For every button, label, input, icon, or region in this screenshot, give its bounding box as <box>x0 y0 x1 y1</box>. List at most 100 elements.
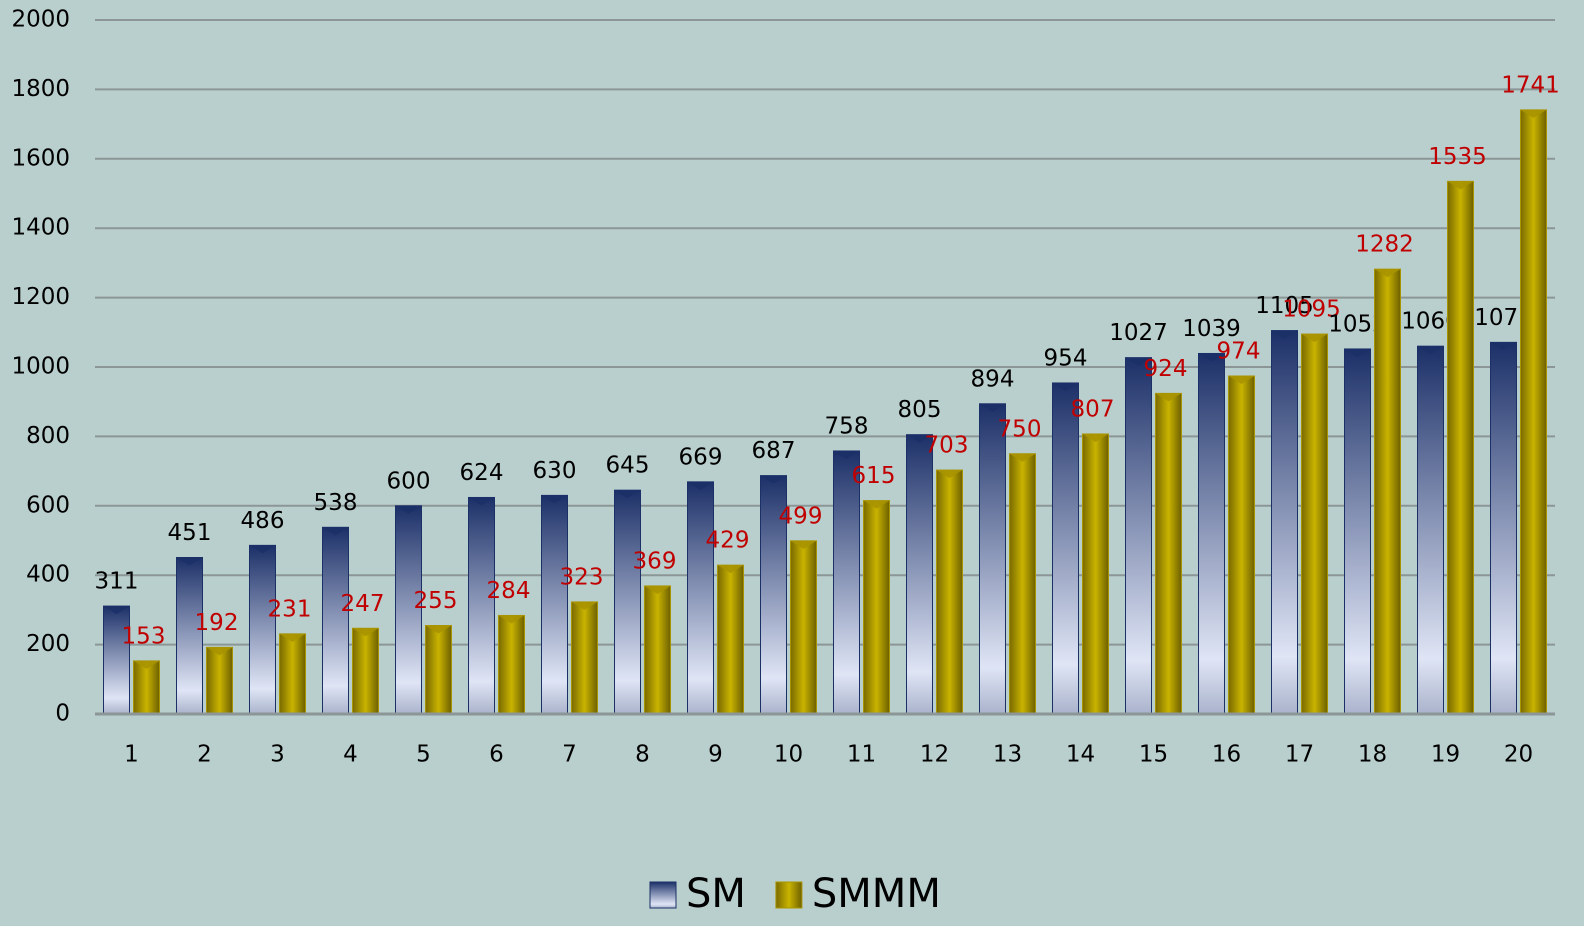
bar-cap <box>352 628 379 637</box>
data-label: 1027 <box>1109 320 1168 346</box>
bar <box>103 605 130 715</box>
bar-cap <box>863 500 890 509</box>
y-tick-label: 2000 <box>11 7 70 33</box>
x-tick-label: 9 <box>708 742 723 768</box>
data-label: 807 <box>1071 396 1115 422</box>
x-tick-label: 16 <box>1212 742 1241 768</box>
bar <box>468 496 495 715</box>
x-tick-label: 20 <box>1504 742 1533 768</box>
bar <box>206 646 233 715</box>
data-label: 624 <box>460 460 504 486</box>
data-label: 1282 <box>1355 232 1414 258</box>
bar <box>571 601 598 715</box>
x-tick-label: 5 <box>416 742 431 768</box>
bar <box>906 434 933 715</box>
data-label: 255 <box>414 588 458 614</box>
data-label: 924 <box>1144 356 1188 382</box>
data-label: 247 <box>341 591 385 617</box>
data-label: 758 <box>825 413 869 439</box>
data-label: 1095 <box>1282 297 1341 323</box>
y-tick-label: 600 <box>26 492 70 518</box>
data-label: 323 <box>560 564 604 590</box>
bar <box>279 633 306 715</box>
bar-cap <box>1155 393 1182 402</box>
data-label: 669 <box>679 444 723 470</box>
y-tick-label: 1200 <box>11 284 70 310</box>
x-tick-label: 6 <box>489 742 504 768</box>
data-label: 645 <box>606 453 650 479</box>
data-label: 1105 <box>1255 293 1314 319</box>
bar-cap <box>249 545 276 554</box>
bar-cap <box>206 647 233 656</box>
bar-cap <box>614 490 641 499</box>
bar <box>1520 109 1547 715</box>
y-tick-label: 200 <box>26 631 70 657</box>
bar <box>1374 268 1401 715</box>
bar-cap <box>644 585 671 594</box>
data-label: 1741 <box>1501 72 1560 98</box>
bar <box>717 564 744 715</box>
legend-swatch <box>775 881 803 909</box>
bar-cap <box>1417 346 1444 355</box>
data-label: 231 <box>268 596 312 622</box>
bar <box>1271 330 1298 715</box>
bar <box>1009 453 1036 715</box>
bar <box>936 469 963 715</box>
x-tick-label: 19 <box>1431 742 1460 768</box>
bar-cap <box>1052 382 1079 391</box>
bar <box>1155 392 1182 715</box>
data-label: 451 <box>168 520 212 546</box>
bar-cap <box>1344 348 1371 357</box>
bar <box>979 403 1006 715</box>
data-label: 954 <box>1044 345 1088 371</box>
bar-cap <box>1447 181 1474 190</box>
bar-cap <box>571 601 598 610</box>
bar <box>541 494 568 715</box>
data-label: 703 <box>925 433 969 459</box>
x-tick-label: 12 <box>920 742 949 768</box>
bar <box>1344 348 1371 715</box>
bar <box>1228 375 1255 715</box>
y-tick-label: 1600 <box>11 145 70 171</box>
y-tick-label: 0 <box>55 701 70 727</box>
data-label: 369 <box>633 548 677 574</box>
bar-cap <box>425 625 452 634</box>
bar-cap <box>717 565 744 574</box>
bar <box>395 505 422 715</box>
x-tick-label: 14 <box>1066 742 1095 768</box>
bar-cap <box>103 606 130 615</box>
x-tick-label: 11 <box>847 742 876 768</box>
bar-cap <box>1374 269 1401 278</box>
bar-cap <box>279 633 306 642</box>
bar <box>133 660 160 715</box>
data-label: 486 <box>241 508 285 534</box>
bar <box>687 481 714 715</box>
bar-cap <box>1125 357 1152 366</box>
bar-cap <box>395 505 422 514</box>
bar-cap <box>833 450 860 459</box>
bar-cap <box>687 481 714 490</box>
bar-cap <box>498 615 525 624</box>
bar-cap <box>760 475 787 484</box>
bar <box>1417 345 1444 715</box>
bar-cap <box>133 660 160 669</box>
data-label: 311 <box>95 569 139 595</box>
bar-cap <box>1301 334 1328 343</box>
bar-cap <box>906 434 933 443</box>
data-label: 805 <box>898 397 942 423</box>
y-tick-label: 400 <box>26 562 70 588</box>
data-label: 1039 <box>1182 316 1241 342</box>
bar-cap <box>1009 453 1036 462</box>
x-tick-label: 8 <box>635 742 650 768</box>
bar <box>614 489 641 715</box>
bar <box>249 544 276 715</box>
data-label: 499 <box>779 503 823 529</box>
data-label: 192 <box>195 610 239 636</box>
bar-cap <box>1520 109 1547 118</box>
bar <box>1490 341 1517 715</box>
x-tick-label: 4 <box>343 742 358 768</box>
x-tick-label: 17 <box>1285 742 1314 768</box>
data-label: 1535 <box>1428 144 1487 170</box>
bar <box>498 614 525 715</box>
x-tick-label: 13 <box>993 742 1022 768</box>
